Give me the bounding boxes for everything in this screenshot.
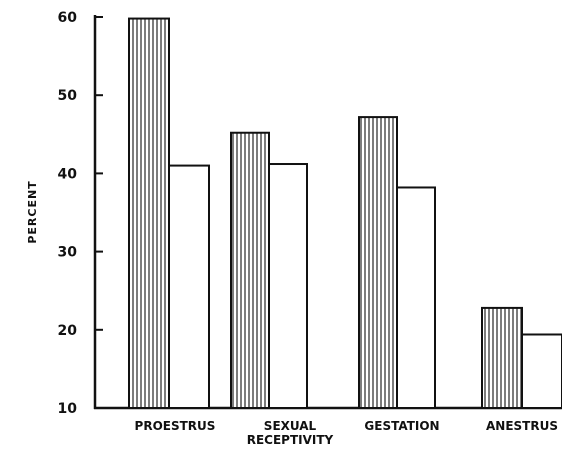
bar-hatched-3 <box>481 306 523 409</box>
bar-open-2 <box>396 186 436 409</box>
y-tick-label: 30 <box>58 245 78 261</box>
bar-hatched-2 <box>358 116 398 409</box>
category-label: ANESTRUS <box>486 419 558 433</box>
category-label: SEXUAL <box>264 419 317 433</box>
bar-open-0 <box>168 164 210 409</box>
y-tick-label: 20 <box>58 323 78 339</box>
category-label: RECEPTIVITY <box>247 433 334 447</box>
bar-hatched-0 <box>128 17 170 410</box>
bar-open-1 <box>268 163 308 409</box>
category-label: GESTATION <box>364 419 439 433</box>
bar-hatched-1 <box>230 131 270 409</box>
category-label: PROESTRUS <box>135 419 216 433</box>
y-tick-label: 10 <box>58 401 78 417</box>
y-tick-label: 60 <box>58 10 78 26</box>
y-axis-label: PERCENT <box>26 180 39 243</box>
y-tick-label: 40 <box>58 166 78 182</box>
y-tick-label: 50 <box>58 88 78 104</box>
bar-open-3 <box>521 333 562 410</box>
